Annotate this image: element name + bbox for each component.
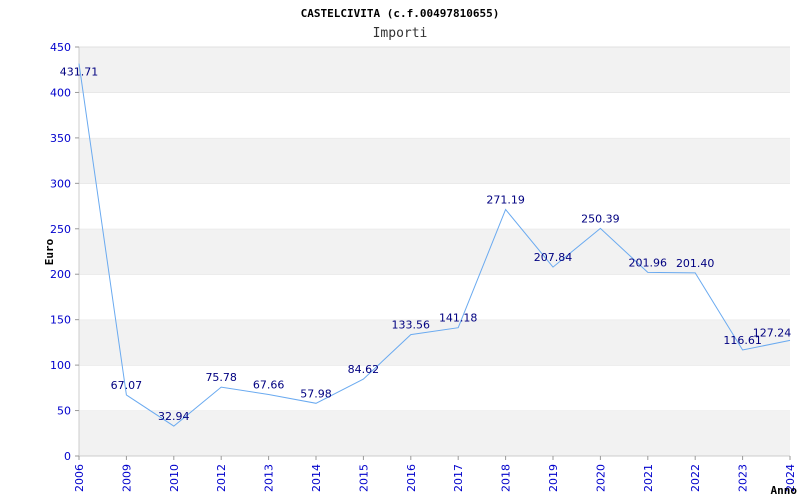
grid-band <box>79 92 790 138</box>
x-tick-label: 2010 <box>168 464 181 492</box>
chart-subtitle: Importi <box>373 26 428 41</box>
x-tick-label: 2020 <box>594 464 607 492</box>
x-tick-label: 2018 <box>500 464 513 492</box>
data-label: 32.94 <box>158 410 190 423</box>
x-tick-labels: 2006 2009 2010 2012 2013 2014 2015 2016 2017 2018… <box>73 456 797 492</box>
data-label: 250.39 <box>581 212 620 225</box>
data-label: 271.19 <box>486 194 525 207</box>
y-tick-label: 50 <box>57 405 71 418</box>
x-tick-label: 2013 <box>263 464 276 492</box>
axes <box>78 47 790 457</box>
x-tick-label: 2024 <box>784 464 797 492</box>
y-tick-label: 400 <box>50 86 71 99</box>
data-label: 133.56 <box>392 319 431 332</box>
grid-band <box>79 319 790 366</box>
x-tick-label: 2012 <box>215 464 228 492</box>
y-tick-label: 450 <box>50 41 71 54</box>
y-tick-label: 250 <box>50 223 71 236</box>
y-tick-label: 100 <box>50 359 71 372</box>
grid-band <box>79 228 790 275</box>
x-tick-label: 2016 <box>405 464 418 492</box>
data-label: 127.24 <box>753 326 792 339</box>
grid-band <box>79 47 790 93</box>
x-tick-label: 2014 <box>310 464 323 492</box>
x-tick-label: 2009 <box>120 464 133 492</box>
x-tick-label: 2022 <box>689 464 702 492</box>
y-tick-label: 150 <box>50 314 71 327</box>
data-labels: 431.71 67.07 32.94 75.78 67.66 57.98 84.62 133.… <box>60 66 792 423</box>
x-tick-label: 2015 <box>357 464 370 492</box>
y-tick-label: 200 <box>50 268 71 281</box>
x-tick-label: 2019 <box>547 464 560 492</box>
data-label: 67.66 <box>253 379 285 392</box>
data-label: 67.07 <box>111 379 143 392</box>
chart-title: CASTELCIVITA (c.f.00497810655) <box>301 7 500 20</box>
grid-band <box>79 365 790 411</box>
grid-band <box>79 137 790 184</box>
data-label: 84.62 <box>348 363 380 376</box>
y-tick-label: 300 <box>50 177 71 190</box>
x-axis-title: Anno <box>771 484 798 497</box>
x-tick-label: 2006 <box>73 464 86 492</box>
grid-band <box>79 274 790 320</box>
series-line <box>78 63 791 427</box>
data-label: 201.40 <box>676 257 715 270</box>
y-tick-label: 0 <box>64 450 71 463</box>
series-line-group <box>78 63 791 427</box>
y-tick-labels: 0 50 100 150 200 250 300 350 400 450 <box>50 41 79 463</box>
data-label: 75.78 <box>205 371 237 384</box>
x-tick-label: 2017 <box>452 464 465 492</box>
x-tick-label: 2023 <box>737 464 750 492</box>
y-axis-title: Euro <box>43 238 56 265</box>
grid-bands <box>79 46 790 456</box>
data-label: 141.18 <box>439 312 478 325</box>
data-label: 57.98 <box>300 387 332 400</box>
data-label: 431.71 <box>60 66 99 79</box>
grid-band <box>79 410 790 456</box>
y-tick-label: 350 <box>50 132 71 145</box>
data-label: 201.96 <box>629 256 668 269</box>
data-label: 207.84 <box>534 251 573 264</box>
grid-band <box>79 183 790 229</box>
x-tick-label: 2021 <box>642 464 655 492</box>
data-label: 116.61 <box>723 334 762 347</box>
